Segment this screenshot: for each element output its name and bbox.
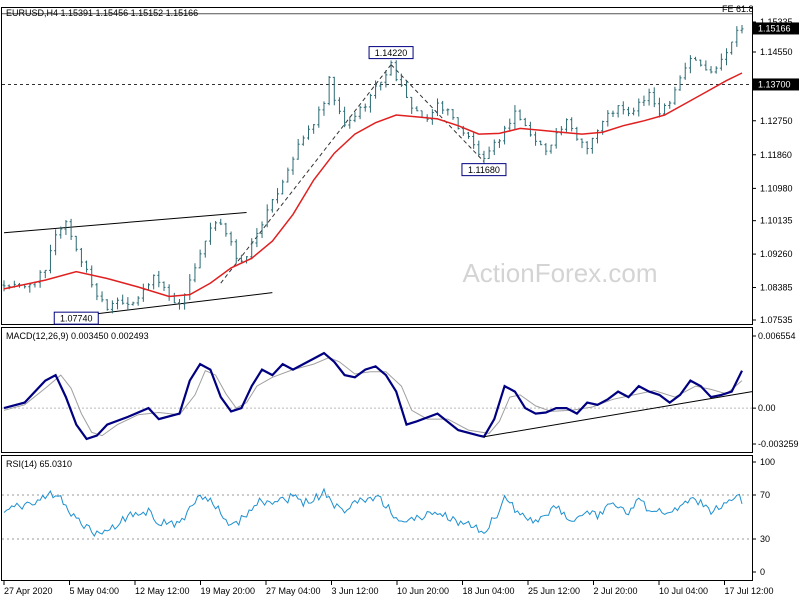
macd-signal-line [3, 356, 743, 437]
price-tick-label: 1.09260 [760, 249, 793, 259]
time-tick-label: 19 May 20:00 [201, 586, 256, 596]
price-tick-label: 1.11860 [760, 150, 792, 160]
rsi-line [3, 487, 743, 537]
price-tick-label: 1.07535 [760, 315, 793, 325]
rsi-tick-label: 70 [760, 490, 770, 500]
rsi-axis: 100 70 30 0 [752, 457, 775, 577]
current-price-box [753, 22, 799, 35]
fe-label: FE 61.8 [722, 4, 754, 14]
rsi-panel-frame [1, 455, 753, 581]
time-tick-label: 17 Jul 12:00 [725, 586, 774, 596]
price-annotations: 1.14220 1.11680 1.07740 [53, 46, 507, 325]
macd-trendline [483, 391, 753, 438]
price-annotation-box [368, 46, 414, 60]
price-annotation-label: 1.11680 [468, 165, 500, 175]
price-trendline [65, 292, 273, 319]
time-tick-label: 12 May 12:00 [135, 586, 190, 596]
rsi-tick-label: 0 [760, 567, 765, 577]
time-tick-label: 18 Jun 04:00 [463, 586, 515, 596]
macd-tick-label: 0.006554 [758, 331, 796, 341]
price-annotation-box [461, 163, 507, 177]
time-tick-label: 25 Jun 12:00 [528, 586, 580, 596]
macd-panel-frame [1, 327, 753, 453]
price-panel-frame [1, 7, 753, 325]
macd-main-line [3, 351, 743, 441]
time-axis: 27 Apr 2020 5 May 04:00 12 May 12:00 19 May… [3, 580, 774, 596]
time-tick-label: 2 Jul 20:00 [594, 586, 638, 596]
price-tick-label: 1.14550 [760, 47, 793, 57]
time-tick-label: 5 May 04:00 [70, 586, 120, 596]
price-tick-label: 1.10135 [760, 216, 793, 226]
price-tick-label: 1.15335 [760, 17, 793, 27]
price-trendline [3, 211, 247, 234]
current-price-label: 1.15166 [758, 23, 791, 33]
price-tick-label: 1.10980 [760, 183, 793, 193]
macd-tick-label: 0.00 [758, 403, 776, 413]
rsi-tick-label: 30 [760, 534, 770, 544]
time-tick-label: 3 Jun 12:00 [332, 586, 379, 596]
watermark: ActionForex.com [462, 258, 657, 288]
time-tick-label: 27 Apr 2020 [4, 586, 53, 596]
price-annotation-label: 1.14220 [375, 48, 408, 58]
support-price-label: 1.13700 [758, 79, 791, 89]
price-tick-label: 1.12750 [760, 116, 793, 126]
moving-average-line [3, 72, 743, 298]
rsi-panel-title: RSI(14) 65.0310 [6, 459, 72, 469]
rsi-tick-label: 100 [760, 457, 775, 467]
macd-tick-label: -0.003259 [758, 439, 799, 449]
macd-panel-title: MACD(12,26,9) 0.003450 0.002493 [6, 331, 149, 341]
price-annotation-box [53, 311, 99, 325]
time-tick-label: 10 Jun 20:00 [397, 586, 449, 596]
price-panel-title: EURUSD,H4 1.15391 1.15456 1.15152 1.1516… [6, 8, 198, 18]
time-tick-label: 10 Jul 04:00 [659, 586, 708, 596]
support-price-box [753, 78, 799, 91]
candlestick-series [2, 24, 744, 314]
price-tick-label: 1.08385 [760, 283, 793, 293]
price-annotation-label: 1.07740 [60, 314, 93, 324]
time-tick-label: 27 May 04:00 [266, 586, 321, 596]
macd-axis: 0.006554 0.00 -0.003259 [752, 331, 799, 449]
